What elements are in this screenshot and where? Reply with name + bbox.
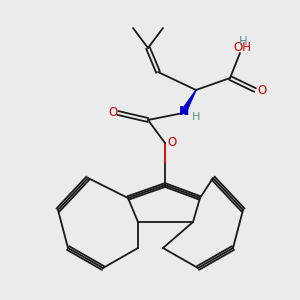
- Text: H: H: [239, 35, 248, 48]
- Text: OH: OH: [233, 41, 251, 54]
- Polygon shape: [181, 90, 196, 114]
- Text: O: O: [108, 106, 117, 119]
- Text: N: N: [179, 105, 189, 118]
- Text: O: O: [167, 136, 176, 149]
- Text: H: H: [192, 112, 201, 122]
- Text: O: O: [257, 83, 266, 97]
